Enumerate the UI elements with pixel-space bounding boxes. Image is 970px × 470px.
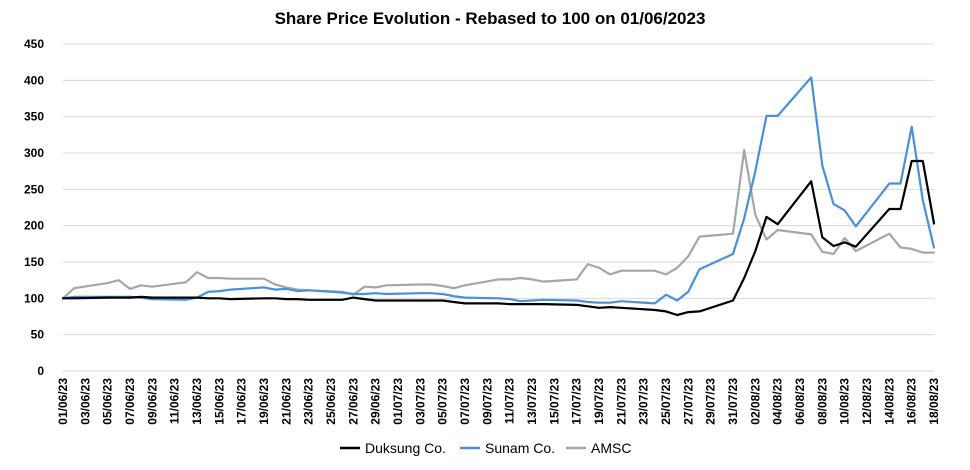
y-tick-label: 400 [24,73,44,87]
series-line-duksung-co [61,159,936,317]
legend: Duksung Co. Sunam Co. AMSC [340,440,631,456]
chart-title: Share Price Evolution - Rebased to 100 o… [275,9,706,28]
x-tick-label: 13/07/23 [525,378,539,425]
series-line-sunam-co [61,76,936,305]
x-tick-label: 21/06/23 [279,378,293,425]
x-tick-label: 03/06/23 [78,378,92,425]
x-tick-label: 23/07/23 [637,378,651,425]
x-axis-ticks: 01/06/23 03/06/23 05/06/23 07/06/23 09/06/23… [56,378,941,425]
x-tick-label: 29/07/23 [704,378,718,425]
x-tick-label: 09/07/23 [480,378,494,425]
x-tick-label: 03/07/23 [413,378,427,425]
x-tick-label: 06/08/23 [793,378,807,425]
y-tick-label: 350 [24,110,44,124]
x-tick-label: 11/06/23 [168,378,182,424]
x-tick-label: 31/07/23 [726,378,740,425]
y-tick-label: 300 [24,146,44,160]
legend-label: Duksung Co. [365,440,446,456]
series-line-amsc [61,149,936,300]
x-tick-label: 11/07/23 [503,378,517,424]
x-tick-label: 07/06/23 [123,378,137,425]
x-tick-label: 27/07/23 [681,378,695,425]
y-tick-label: 50 [31,328,45,342]
x-tick-label: 29/06/23 [369,378,383,425]
x-tick-label: 13/06/23 [190,378,204,425]
x-tick-label: 12/08/23 [860,378,874,425]
y-tick-label: 250 [24,182,44,196]
x-tick-label: 27/06/23 [346,378,360,425]
x-tick-label: 25/07/23 [659,378,673,425]
x-tick-label: 15/06/23 [212,378,226,425]
x-tick-label: 23/06/23 [302,378,316,425]
x-tick-label: 10/08/23 [838,378,852,425]
x-tick-label: 16/08/23 [905,378,919,425]
x-tick-label: 15/07/23 [547,378,561,425]
y-tick-label: 450 [24,37,44,51]
x-tick-label: 17/07/23 [570,378,584,425]
x-tick-label: 14/08/23 [882,378,896,425]
x-tick-label: 01/07/23 [391,378,405,425]
x-tick-label: 25/06/23 [324,378,338,425]
x-tick-label: 19/07/23 [592,378,606,425]
y-tick-label: 0 [37,364,44,378]
y-axis-ticks: 0 50 100 150 200 250 300 350 400 450 [24,37,44,378]
legend-label: AMSC [591,440,631,456]
x-tick-label: 17/06/23 [235,378,249,425]
x-tick-label: 19/06/23 [257,378,271,425]
x-tick-label: 01/06/23 [56,378,70,425]
x-tick-label: 07/07/23 [458,378,472,425]
x-tick-label: 09/06/23 [145,378,159,425]
y-tick-label: 100 [24,291,44,305]
y-tick-label: 150 [24,255,44,269]
x-tick-label: 02/08/23 [748,378,762,425]
x-tick-label: 21/07/23 [614,378,628,425]
y-tick-label: 200 [24,219,44,233]
legend-label: Sunam Co. [485,440,555,456]
x-tick-label: 05/07/23 [436,378,450,425]
x-tick-label: 18/08/23 [927,378,941,425]
series-lines [61,76,936,317]
x-tick-label: 04/08/23 [771,378,785,425]
x-tick-label: 08/08/23 [815,378,829,425]
x-tick-label: 05/06/23 [101,378,115,425]
